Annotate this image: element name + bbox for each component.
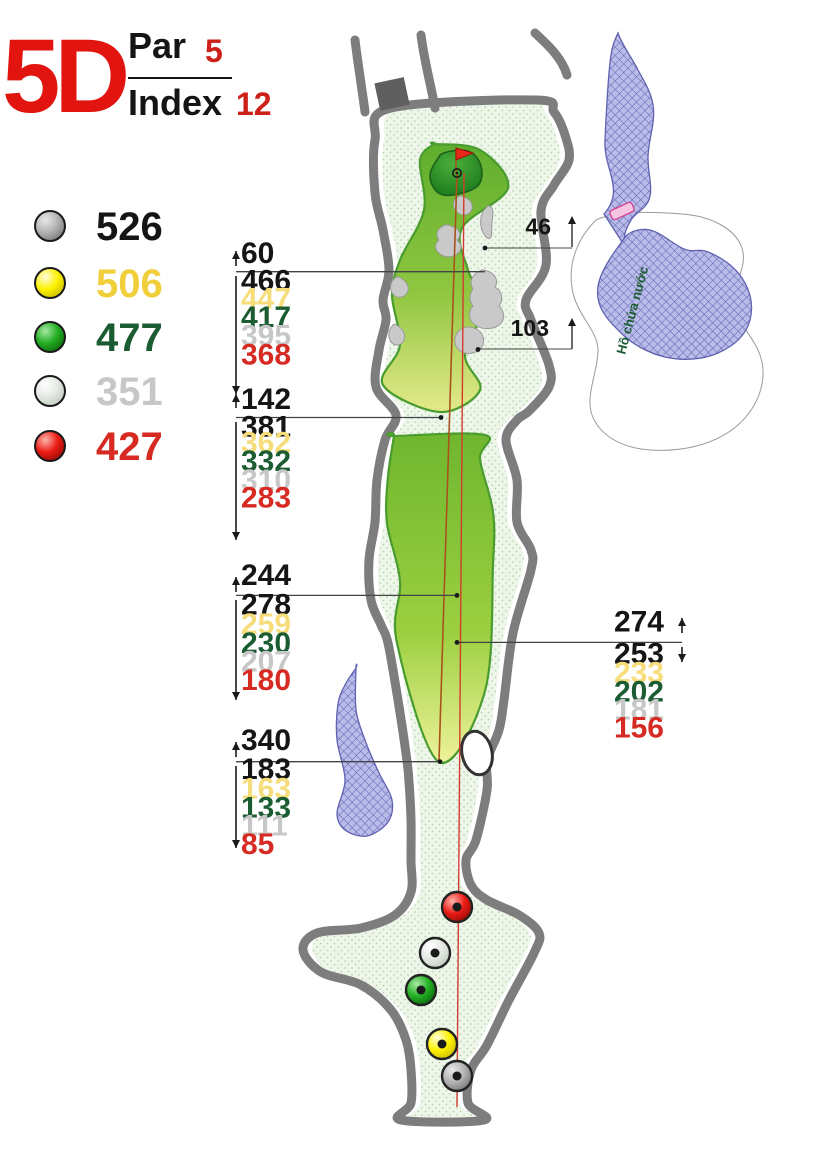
svg-text:5: 5 [205,33,223,69]
svg-text:Par: Par [128,25,186,66]
svg-text:180: 180 [241,664,291,697]
svg-text:274: 274 [614,605,664,638]
svg-text:12: 12 [236,86,272,122]
svg-text:368: 368 [241,339,291,372]
svg-text:46: 46 [525,214,551,240]
svg-text:506: 506 [96,262,163,306]
svg-text:427: 427 [96,425,163,469]
svg-text:Index: Index [128,82,222,123]
svg-text:156: 156 [614,711,664,744]
svg-text:477: 477 [96,316,163,360]
svg-text:5D: 5D [2,18,126,135]
svg-text:103: 103 [511,315,549,341]
svg-text:244: 244 [241,559,291,592]
svg-text:85: 85 [241,828,274,861]
svg-text:351: 351 [96,370,163,414]
svg-text:526: 526 [96,205,163,249]
svg-text:283: 283 [241,481,291,514]
